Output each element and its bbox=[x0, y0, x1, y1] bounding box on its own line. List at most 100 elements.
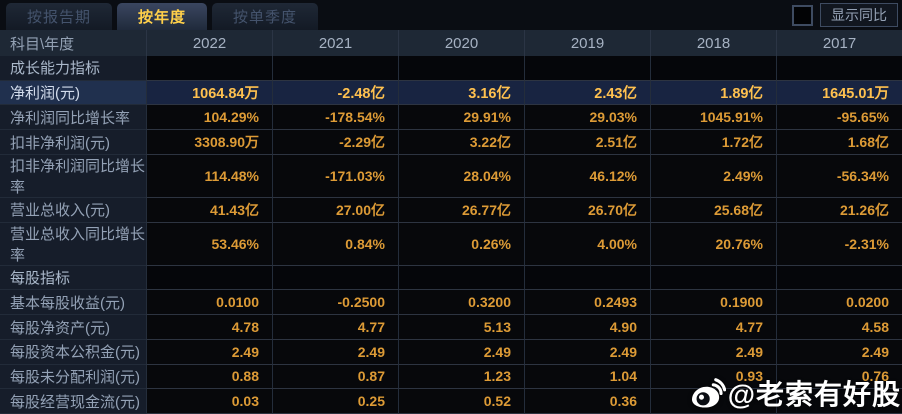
metric-value-cell: -2.48亿 bbox=[272, 80, 398, 106]
table-row[interactable]: 扣非净利润同比增长率 114.48% -171.03% 28.04% 46.12% 2.4… bbox=[0, 154, 902, 198]
year-column-header: 2021 bbox=[272, 30, 398, 56]
section-header-label: 成长能力指标 bbox=[0, 56, 146, 81]
metric-value-cell: 1.68亿 bbox=[776, 130, 902, 155]
metric-value-cell: 3.16亿 bbox=[398, 80, 524, 106]
table-header-row: 科目\年度 2022 2021 2020 2019 2018 2017 bbox=[0, 30, 902, 56]
metric-value-cell bbox=[650, 265, 776, 291]
metric-value-cell: 114.48% bbox=[146, 154, 272, 198]
metric-value-cell bbox=[398, 56, 524, 81]
metric-value-cell: 29.03% bbox=[524, 105, 650, 131]
metric-label: 基本每股收益(元) bbox=[0, 290, 146, 316]
metric-value-cell: 2.43亿 bbox=[524, 80, 650, 106]
metric-value-cell: 53.46% bbox=[146, 222, 272, 266]
metric-value-cell: 2.51亿 bbox=[524, 130, 650, 155]
metric-value-cell bbox=[146, 56, 272, 81]
table-row[interactable]: 每股未分配利润(元) 0.88 0.87 1.23 1.04 0.93 0.76 bbox=[0, 364, 902, 390]
metric-value-cell: 0.36 bbox=[524, 389, 650, 414]
metric-value-cell: 0.52 bbox=[398, 389, 524, 414]
tab-by-report-period[interactable]: 按报告期 bbox=[6, 3, 113, 30]
metric-label: 每股资本公积金(元) bbox=[0, 339, 146, 365]
metric-value-cell: 1.89亿 bbox=[650, 80, 776, 106]
metric-value-cell: 0.87 bbox=[272, 364, 398, 390]
metric-value-cell: 4.90 bbox=[524, 315, 650, 340]
table-row[interactable]: 净利润(元) 1064.84万 -2.48亿 3.16亿 2.43亿 1.89亿 1645.… bbox=[0, 80, 902, 106]
metric-value-cell: 2.49 bbox=[524, 339, 650, 365]
metric-value-cell: 2.49 bbox=[650, 339, 776, 365]
table-row[interactable]: 营业总收入同比增长率 53.46% 0.84% 0.26% 4.00% 20.76% -2.… bbox=[0, 222, 902, 266]
metric-value-cell: 1.04 bbox=[524, 364, 650, 390]
table-row[interactable]: 每股净资产(元) 4.78 4.77 5.13 4.90 4.77 4.58 bbox=[0, 315, 902, 340]
metric-value-cell: 1064.84万 bbox=[146, 80, 272, 106]
table-row[interactable]: 基本每股收益(元) 0.0100 -0.2500 0.3200 0.2493 0.1900… bbox=[0, 290, 902, 316]
show-yoy-checkbox[interactable] bbox=[792, 4, 813, 26]
metric-value-cell bbox=[272, 265, 398, 291]
year-column-header: 2020 bbox=[398, 30, 524, 56]
metric-value-cell: 21.26亿 bbox=[776, 197, 902, 223]
metric-value-cell: 0.84% bbox=[272, 222, 398, 266]
metric-value-cell: -2.29亿 bbox=[272, 130, 398, 155]
metric-value-cell: 25.68亿 bbox=[650, 197, 776, 223]
metric-label: 每股净资产(元) bbox=[0, 315, 146, 340]
metric-value-cell: 104.29% bbox=[146, 105, 272, 131]
metric-value-cell: 29.91% bbox=[398, 105, 524, 131]
metric-value-cell bbox=[524, 265, 650, 291]
metric-label: 每股未分配利润(元) bbox=[0, 364, 146, 390]
metric-value-cell: 26.77亿 bbox=[398, 197, 524, 223]
year-column-header: 2019 bbox=[524, 30, 650, 56]
metric-value-cell: 3308.90万 bbox=[146, 130, 272, 155]
metric-value-cell bbox=[650, 56, 776, 81]
period-tabs: 按报告期 按年度 按单季度 bbox=[6, 0, 323, 30]
metric-value-cell: 1645.01万 bbox=[776, 80, 902, 106]
metric-value-cell: 5.13 bbox=[398, 315, 524, 340]
metric-value-cell: 26.70亿 bbox=[524, 197, 650, 223]
metric-value-cell: 0.2493 bbox=[524, 290, 650, 316]
table-row[interactable]: 每股指标 bbox=[0, 265, 902, 291]
metric-label: 营业总收入同比增长率 bbox=[0, 222, 146, 266]
year-column-header: 2018 bbox=[650, 30, 776, 56]
metric-value-cell bbox=[398, 265, 524, 291]
metric-value-cell: 4.58 bbox=[776, 315, 902, 340]
metric-value-cell: 1045.91% bbox=[650, 105, 776, 131]
metric-value-cell: 27.00亿 bbox=[272, 197, 398, 223]
metric-label: 每股经营现金流(元) bbox=[0, 389, 146, 414]
year-column-header: 2022 bbox=[146, 30, 272, 56]
metric-value-cell: 2.49 bbox=[272, 339, 398, 365]
metric-value-cell bbox=[146, 265, 272, 291]
table-row[interactable]: 净利润同比增长率 104.29% -178.54% 29.91% 29.03% 1045.… bbox=[0, 105, 902, 131]
metric-label: 扣非净利润(元) bbox=[0, 130, 146, 155]
metric-label: 营业总收入(元) bbox=[0, 197, 146, 223]
metric-value-cell: 1.72亿 bbox=[650, 130, 776, 155]
metric-value-cell: 46.12% bbox=[524, 154, 650, 198]
table-row[interactable]: 营业总收入(元) 41.43亿 27.00亿 26.77亿 26.70亿 25.68亿 21… bbox=[0, 197, 902, 223]
tab-bar: 按报告期 按年度 按单季度 显示同比 bbox=[0, 0, 902, 30]
table-row[interactable]: 扣非净利润(元) 3308.90万 -2.29亿 3.22亿 2.51亿 1.72亿 1.6… bbox=[0, 130, 902, 155]
table-row[interactable]: 每股经营现金流(元) 0.03 0.25 0.52 0.36 bbox=[0, 389, 902, 414]
metric-value-cell: -56.34% bbox=[776, 154, 902, 198]
tab-by-single-quarter[interactable]: 按单季度 bbox=[212, 3, 319, 30]
metric-value-cell bbox=[650, 389, 776, 414]
metric-value-cell: 4.00% bbox=[524, 222, 650, 266]
metric-value-cell: 4.78 bbox=[146, 315, 272, 340]
metric-value-cell: 0.0100 bbox=[146, 290, 272, 316]
table-row[interactable]: 每股资本公积金(元) 2.49 2.49 2.49 2.49 2.49 2.49 bbox=[0, 339, 902, 365]
metric-value-cell: 0.93 bbox=[650, 364, 776, 390]
year-column-header: 2017 bbox=[776, 30, 902, 56]
metric-value-cell: -0.2500 bbox=[272, 290, 398, 316]
metric-value-cell bbox=[524, 56, 650, 81]
tab-by-year[interactable]: 按年度 bbox=[117, 3, 208, 30]
metric-value-cell: 0.26% bbox=[398, 222, 524, 266]
metric-value-cell: 0.03 bbox=[146, 389, 272, 414]
metric-value-cell: -171.03% bbox=[272, 154, 398, 198]
metric-value-cell: 4.77 bbox=[650, 315, 776, 340]
metric-value-cell: 2.49 bbox=[776, 339, 902, 365]
show-yoy-toggle-label[interactable]: 显示同比 bbox=[820, 3, 898, 27]
header-controls: 显示同比 bbox=[792, 3, 898, 27]
metric-value-cell: 20.76% bbox=[650, 222, 776, 266]
table-body: 成长能力指标 净利润(元) 1064.84万 -2.48亿 3.16亿 2.43亿 1.89… bbox=[0, 56, 902, 414]
metric-label: 净利润同比增长率 bbox=[0, 105, 146, 131]
metric-value-cell: -95.65% bbox=[776, 105, 902, 131]
metric-value-cell: 0.1900 bbox=[650, 290, 776, 316]
table-row[interactable]: 成长能力指标 bbox=[0, 56, 902, 81]
metric-value-cell: 28.04% bbox=[398, 154, 524, 198]
